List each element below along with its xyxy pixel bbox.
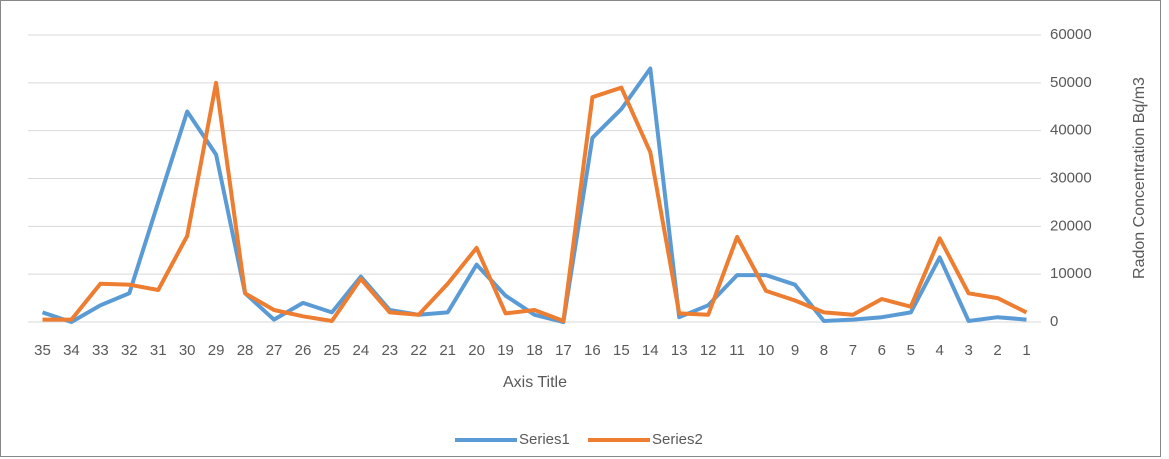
x-tick-label: 7: [849, 342, 857, 359]
legend-label: Series1: [519, 431, 570, 448]
x-tick-label: 13: [671, 342, 688, 359]
x-tick-label: 32: [121, 342, 138, 359]
x-tick-label: 31: [150, 342, 167, 359]
y-tick-label: 60000: [1050, 26, 1092, 43]
x-tick-label: 10: [758, 342, 775, 359]
x-tick-label: 8: [820, 342, 828, 359]
x-tick-label: 23: [381, 342, 398, 359]
x-tick-label: 30: [179, 342, 196, 359]
x-tick-label: 5: [907, 342, 915, 359]
y-tick-label: 40000: [1050, 122, 1092, 139]
x-tick-label: 28: [237, 342, 254, 359]
x-tick-label: 33: [92, 342, 109, 359]
x-axis-title: Axis Title: [503, 374, 567, 391]
y-tick-label: 30000: [1050, 169, 1092, 186]
x-tick-label: 21: [439, 342, 456, 359]
x-tick-label: 9: [791, 342, 799, 359]
x-tick-label: 18: [526, 342, 543, 359]
y-tick-label: 50000: [1050, 74, 1092, 91]
legend-label: Series2: [652, 431, 703, 448]
y-axis-title: Radon Concentration Bq/m3: [1131, 77, 1148, 279]
x-tick-label: 35: [34, 342, 51, 359]
x-tick-label: 27: [266, 342, 283, 359]
series-line: [42, 80, 1028, 323]
x-tick-label: 24: [352, 342, 369, 359]
x-tick-label: 12: [700, 342, 717, 359]
x-tick-label: 11: [729, 342, 745, 359]
x-tick-label: 2: [993, 342, 1001, 359]
y-tick-label: 20000: [1050, 217, 1092, 234]
x-tick-label: 22: [410, 342, 427, 359]
x-tick-label: 26: [295, 342, 312, 359]
x-tick-label: 1: [1022, 342, 1030, 359]
x-tick-label: 14: [642, 342, 659, 359]
x-tick-label: 34: [63, 342, 80, 359]
x-tick-label: 15: [613, 342, 630, 359]
x-tick-label: 29: [208, 342, 225, 359]
y-tick-label: 0: [1050, 313, 1058, 330]
x-tick-label: 17: [555, 342, 572, 359]
x-tick-label: 20: [468, 342, 485, 359]
x-tick-label: 3: [964, 342, 972, 359]
x-tick-label: 6: [878, 342, 886, 359]
x-tick-label: 16: [584, 342, 601, 359]
x-tick-label: 19: [497, 342, 514, 359]
x-tick-label: 25: [324, 342, 341, 359]
x-tick-label: 4: [936, 342, 944, 359]
y-tick-label: 10000: [1050, 265, 1092, 282]
